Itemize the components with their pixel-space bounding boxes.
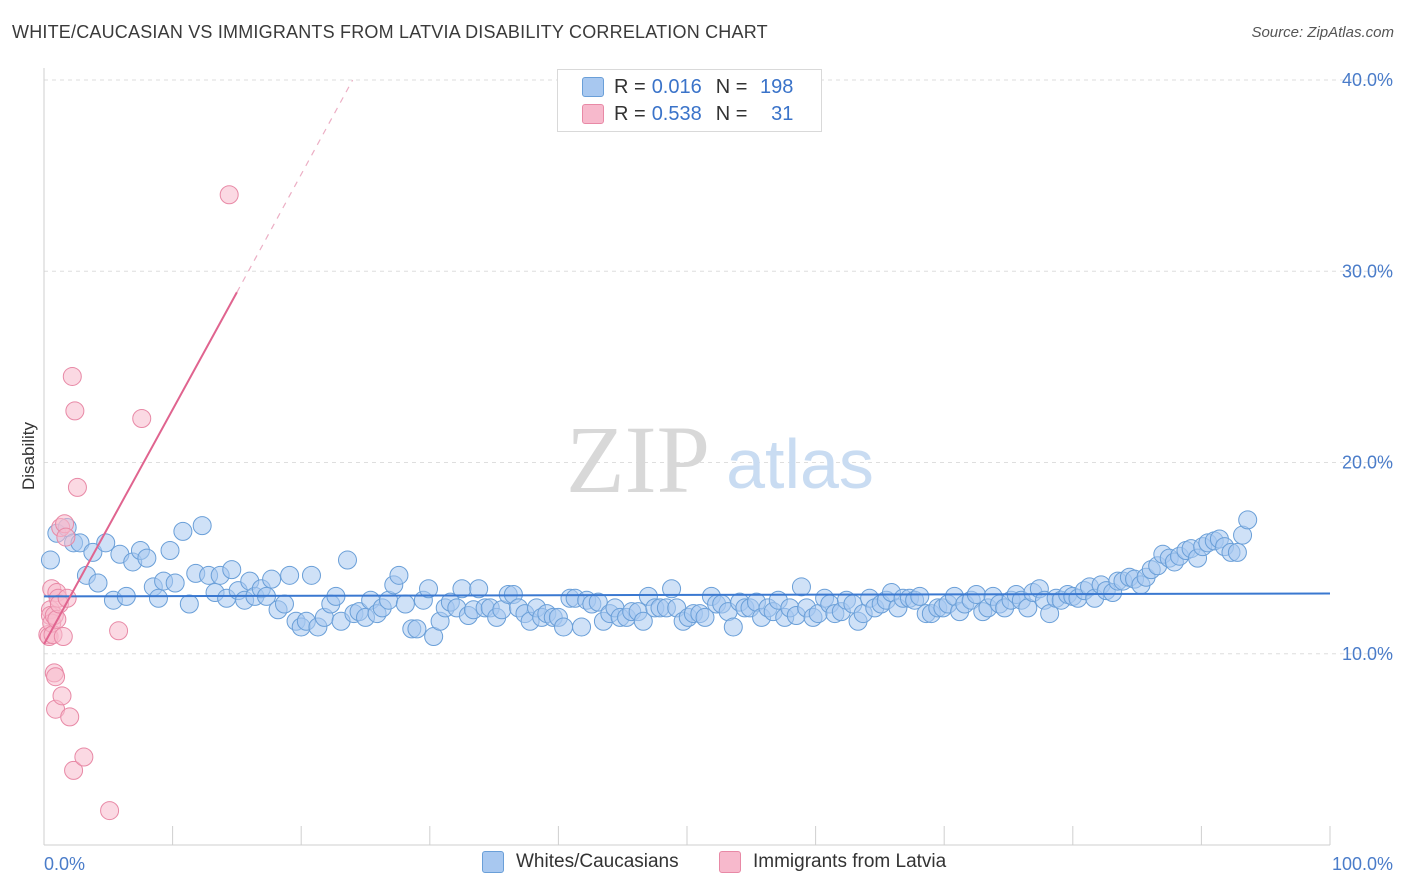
series-latvia-points xyxy=(38,185,239,821)
data-point xyxy=(52,686,72,706)
data-point xyxy=(469,579,489,599)
data-point xyxy=(262,569,282,589)
data-point xyxy=(274,594,294,614)
data-point xyxy=(56,527,76,547)
legend-swatch-latvia xyxy=(582,104,604,124)
data-point xyxy=(65,401,85,421)
legend-row-whites: R = 0.016 N = 198 xyxy=(582,74,793,100)
x-tick-labels: 0.0% 100.0% xyxy=(44,854,1393,874)
data-point xyxy=(40,550,60,570)
data-point xyxy=(67,477,87,497)
legend-n-label: N = xyxy=(715,75,748,98)
trend-line-latvia-extension xyxy=(236,79,354,293)
source-credit: Source: ZipAtlas.com xyxy=(1251,24,1394,41)
data-point xyxy=(301,565,321,585)
data-point xyxy=(791,577,811,597)
data-point xyxy=(173,521,193,541)
trend-line-whites xyxy=(43,592,1331,598)
data-point xyxy=(219,185,239,205)
data-point xyxy=(419,579,439,599)
stats-legend: R = 0.016 N = 198 R = 0.538 N = 31 xyxy=(557,69,822,132)
data-point xyxy=(88,573,108,593)
axes xyxy=(43,68,1331,846)
legend-r-label: R = xyxy=(614,102,646,125)
legend-swatch-latvia xyxy=(719,851,741,873)
y-tick-labels: 10.0% 20.0% 30.0% 40.0% xyxy=(1342,70,1393,664)
data-point xyxy=(179,594,199,614)
watermark-zip: ZIP xyxy=(566,406,710,513)
data-point xyxy=(74,747,94,767)
data-point xyxy=(554,617,574,637)
grid-lines xyxy=(44,79,1393,655)
data-point xyxy=(192,516,212,536)
data-point xyxy=(137,548,157,568)
data-point xyxy=(910,586,930,606)
data-point xyxy=(165,573,185,593)
legend-item-whites[interactable]: Whites/Caucasians xyxy=(482,851,679,873)
watermark-atlas: atlas xyxy=(726,425,874,503)
series-whites-points xyxy=(40,510,1258,647)
data-point xyxy=(407,619,427,639)
legend-n-label: N = xyxy=(715,102,748,125)
legend-n-value: 31 xyxy=(771,102,794,125)
data-point xyxy=(46,667,66,687)
data-point xyxy=(222,560,242,580)
data-point xyxy=(148,588,168,608)
legend-label-latvia: Immigrants from Latvia xyxy=(753,851,947,872)
legend-r-value: 0.538 xyxy=(651,102,702,125)
legend-n-value: 198 xyxy=(760,75,794,98)
legend-row-latvia: R = 0.538 N = 31 xyxy=(582,101,793,127)
legend-item-latvia[interactable]: Immigrants from Latvia xyxy=(719,851,946,873)
data-point xyxy=(62,366,82,386)
legend-label-whites: Whites/Caucasians xyxy=(516,851,679,872)
data-point xyxy=(723,617,743,637)
y-axis-label: Disability xyxy=(19,421,38,490)
y-tick-label: 40.0% xyxy=(1342,70,1393,90)
data-point xyxy=(280,565,300,585)
data-point xyxy=(572,617,592,637)
data-point xyxy=(1227,542,1247,562)
series-legend: Whites/Caucasians Immigrants from Latvia xyxy=(0,851,1406,877)
y-tick-label: 10.0% xyxy=(1342,644,1393,664)
data-point xyxy=(662,579,682,599)
data-point xyxy=(337,550,357,570)
trend-line-latvia xyxy=(43,291,238,645)
legend-r-value: 0.016 xyxy=(651,75,702,98)
data-point xyxy=(160,540,180,560)
y-tick-label: 30.0% xyxy=(1342,261,1393,281)
data-point xyxy=(389,565,409,585)
x-tick-label: 100.0% xyxy=(1332,854,1393,874)
data-point xyxy=(695,607,715,627)
trend-lines xyxy=(43,79,1331,645)
data-point xyxy=(53,627,73,647)
data-point xyxy=(1238,510,1258,530)
legend-swatch-whites xyxy=(482,851,504,873)
data-point xyxy=(633,611,653,631)
chart-title: WHITE/CAUCASIAN VS IMMIGRANTS FROM LATVI… xyxy=(12,22,768,42)
data-point xyxy=(588,592,608,612)
legend-swatch-whites xyxy=(582,77,604,97)
legend-r-label: R = xyxy=(614,75,646,98)
data-point xyxy=(132,409,152,429)
data-point xyxy=(395,594,415,614)
data-point xyxy=(109,621,129,641)
data-point xyxy=(60,707,80,727)
data-point xyxy=(64,760,84,780)
y-tick-label: 20.0% xyxy=(1342,453,1393,473)
x-tick-label: 0.0% xyxy=(44,854,85,874)
data-point xyxy=(100,801,120,821)
watermark: ZIP atlas xyxy=(566,406,874,513)
